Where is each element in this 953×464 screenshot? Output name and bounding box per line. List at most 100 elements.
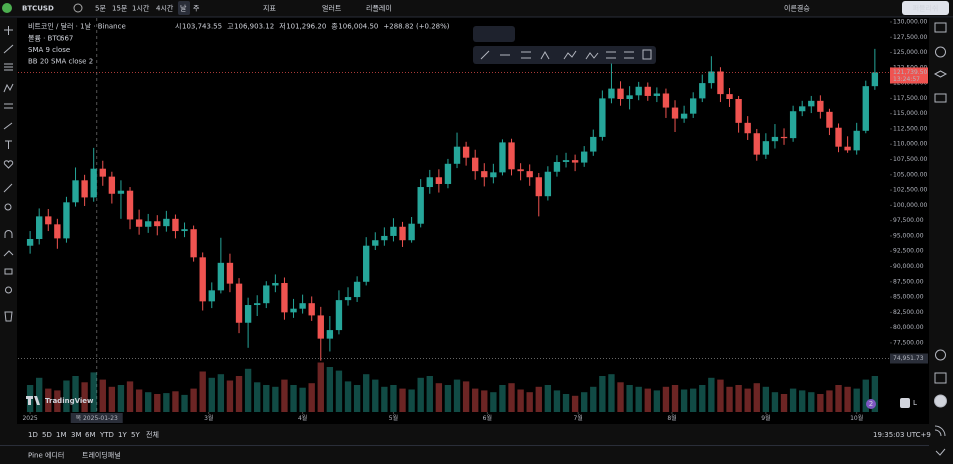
candle-body — [399, 226, 406, 241]
help-icon[interactable] — [935, 448, 946, 456]
drawing-icons[interactable] — [480, 49, 652, 60]
interval[interactable]: 5분 — [95, 5, 106, 13]
interval[interactable]: 4시간 — [156, 4, 174, 13]
volume-bar — [753, 383, 760, 412]
ohlc-value: 103,743.55 — [182, 23, 222, 31]
last-price-bg — [890, 67, 928, 84]
scale-button-bg[interactable] — [900, 398, 910, 408]
bottom-tab[interactable]: 트레이딩패널 — [82, 451, 121, 460]
hide-tool[interactable] — [5, 286, 12, 294]
y-tick-label: 92,500.00 — [893, 248, 924, 255]
range-button[interactable]: 3M — [71, 431, 82, 439]
range-button[interactable]: 5Y — [131, 431, 140, 439]
candle-body — [163, 218, 170, 227]
candle-body — [344, 297, 352, 301]
pattern-tool[interactable] — [3, 83, 14, 93]
trash-tool[interactable] — [4, 311, 13, 322]
brush-tool[interactable] — [3, 122, 13, 130]
volume-bar — [826, 390, 833, 412]
drawing-toolbar[interactable] — [473, 46, 656, 64]
cursor-tool[interactable] — [4, 26, 13, 35]
replay[interactable]: 리플레이 — [366, 4, 392, 13]
interval[interactable]: 주 — [193, 5, 200, 13]
candle-body — [726, 94, 733, 100]
bottom-tab[interactable]: Pine 에디터 — [28, 451, 64, 460]
volume-bar — [390, 385, 397, 412]
candle-body — [490, 172, 497, 178]
candle-body — [408, 223, 415, 241]
ideas-icon[interactable] — [935, 349, 946, 361]
candle-body — [226, 262, 234, 284]
range-button[interactable]: 1M — [56, 431, 67, 439]
interval[interactable]: 날 — [180, 4, 187, 13]
badge[interactable]: 2 — [869, 400, 873, 408]
chat-icon[interactable] — [934, 93, 947, 103]
candle-body — [553, 161, 561, 172]
volume-bar — [744, 388, 751, 412]
magnet-tool[interactable] — [4, 230, 13, 238]
range-button[interactable]: 5D — [42, 431, 52, 439]
avatar[interactable] — [2, 3, 12, 13]
bb-legend: BB 20 SMA close 2 — [28, 58, 93, 66]
volume-bar — [490, 392, 497, 412]
candle-body — [671, 107, 679, 119]
x-tick-label: 6월 — [483, 414, 492, 422]
volume-bar — [453, 379, 461, 412]
volume-bar — [226, 380, 234, 412]
volume-bar — [99, 379, 106, 412]
layers-icon[interactable] — [933, 70, 948, 78]
fib-tool[interactable] — [4, 63, 13, 71]
candle-body — [581, 151, 588, 163]
range-button[interactable]: 1Y — [118, 431, 127, 439]
range-button[interactable]: YTD — [99, 431, 114, 439]
y-tick-label: 87,500.00 — [893, 278, 924, 285]
projection-tool[interactable] — [4, 103, 13, 109]
ohlc-label: 시 — [175, 23, 181, 31]
volume-bar — [871, 376, 879, 412]
interval[interactable]: 1시간 — [132, 4, 150, 13]
indicators[interactable]: 지표 — [263, 4, 276, 13]
alert[interactable]: 얼러트 — [322, 4, 342, 13]
volume-bar — [244, 368, 252, 412]
candle-body — [308, 303, 315, 316]
candle-body — [517, 169, 524, 172]
range-button[interactable]: 전체 — [146, 430, 159, 439]
volume-bar — [499, 385, 506, 412]
floating-handle[interactable] — [473, 26, 515, 42]
watchlist-icon[interactable] — [934, 22, 947, 33]
candle-body — [599, 98, 606, 137]
y-tick-label: 82,500.00 — [893, 309, 924, 316]
icon-tool[interactable] — [3, 160, 14, 169]
active-interval[interactable] — [178, 1, 190, 15]
text-tool[interactable] — [5, 140, 12, 149]
apps-icon[interactable] — [934, 394, 947, 408]
zoom-tool[interactable] — [4, 203, 12, 211]
volume-bar — [653, 390, 661, 412]
top-bar — [0, 0, 953, 17]
range-button[interactable]: 1D — [28, 431, 38, 439]
measure-tool[interactable] — [3, 183, 13, 193]
publish[interactable]: 퍼블리쉬 — [913, 4, 939, 13]
scale-button[interactable]: A — [903, 399, 908, 407]
lock-tool[interactable] — [4, 268, 13, 275]
stream-icon[interactable] — [934, 425, 946, 437]
publish-button[interactable] — [902, 1, 949, 15]
y-tick-label: 90,000.00 — [893, 263, 924, 270]
candle-body — [444, 163, 452, 184]
volume-bar — [435, 383, 443, 412]
scale-button[interactable]: L — [913, 399, 917, 407]
countdown: 13:24:57 — [893, 76, 920, 83]
calendar-icon[interactable] — [934, 372, 947, 384]
badge-bg[interactable] — [866, 399, 876, 409]
draw-lock[interactable] — [3, 250, 14, 257]
interval[interactable]: 15분 — [112, 5, 128, 13]
layout-name[interactable]: 이른결승 — [784, 4, 810, 13]
alerts-icon[interactable] — [935, 46, 946, 58]
trendline-tool[interactable] — [3, 44, 14, 54]
volume-bar — [671, 385, 679, 412]
symbol[interactable]: BTCUSD — [22, 5, 54, 13]
volume-bar — [444, 385, 452, 412]
range-button[interactable]: 6M — [85, 431, 96, 439]
add-symbol[interactable] — [73, 3, 83, 13]
